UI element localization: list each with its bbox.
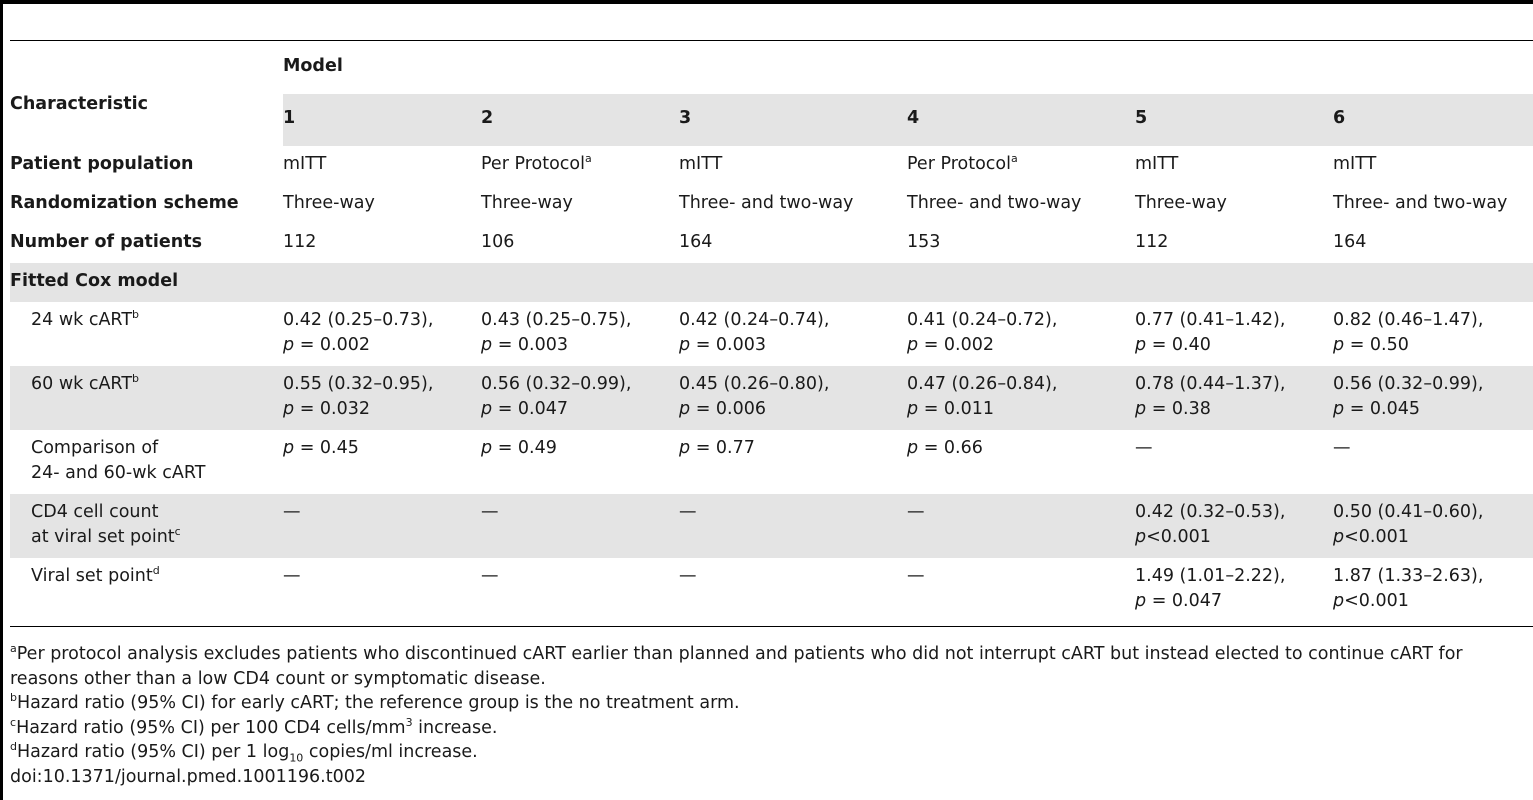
table-cell: 164 [1333,231,1367,252]
table-cell: 0.45 (0.26–0.80), p = 0.006 [679,373,830,419]
table-cell: 0.47 (0.26–0.84), p = 0.011 [907,373,1058,419]
table-cell: — [1333,437,1351,458]
table-cell: 112 [283,231,317,252]
table-cell: 0.42 (0.25–0.73), p = 0.002 [283,309,434,355]
table-cell: — [907,501,925,522]
row-label: 60 wk cARTb [31,371,139,394]
table-cell: 0.82 (0.46–1.47), p = 0.50 [1333,309,1484,355]
header-row-model: Characteristic Model [10,41,1533,114]
row-label: Viral set pointd [31,563,160,586]
table-cell: Three-way [481,192,573,213]
table-cell: — [1135,437,1153,458]
row-label: CD4 cell count at viral set pointc [31,501,181,547]
table-cell: Three-way [1135,192,1227,213]
table-row: Randomization scheme Three-way Three-way… [10,185,1533,224]
model-number: 5 [1135,107,1148,128]
table-cell: 0.50 (0.41–0.60), p<0.001 [1333,501,1484,547]
table-cell: 112 [1135,231,1169,252]
model-number: 1 [283,107,296,128]
table-cell: p = 0.66 [907,437,983,458]
left-border [0,0,3,800]
table-cell: 0.56 (0.32–0.99), p = 0.045 [1333,373,1484,419]
table-cell: p = 0.77 [679,437,755,458]
table-cell: Three- and two-way [1333,192,1508,213]
table-container: Characteristic Model 1 2 3 4 5 6 Patient… [10,0,1533,787]
table-cell: 0.41 (0.24–0.72), p = 0.002 [907,309,1058,355]
table-cell: 0.42 (0.24–0.74), p = 0.003 [679,309,830,355]
table-cell: p = 0.49 [481,437,557,458]
table-cell: — [481,501,499,522]
table-cell: Three-way [283,192,375,213]
table-cell: 0.43 (0.25–0.75), p = 0.003 [481,309,632,355]
footnotes: aPer protocol analysis excludes patients… [10,642,1533,789]
characteristic-header: Characteristic [10,93,148,114]
table-row: Patient population mITT Per Protocola mI… [10,146,1533,185]
table-cell: — [481,565,499,586]
section-label: Fitted Cox model [10,270,179,291]
model-number: 4 [907,107,920,128]
row-label: Patient population [10,153,194,174]
table-cell: 153 [907,231,941,252]
table-cell: — [283,565,301,586]
table-cell: — [679,565,697,586]
table-cell: p = 0.45 [283,437,359,458]
table-row: 60 wk cARTb 0.55 (0.32–0.95), p = 0.032 0… [10,365,1533,430]
table-cell: 164 [679,231,713,252]
table-cell: 0.55 (0.32–0.95), p = 0.032 [283,373,434,419]
table-cell: 1.87 (1.33–2.63), p<0.001 [1333,565,1484,611]
table-cell: mITT [283,153,327,174]
model-number: 3 [679,107,692,128]
table-cell: mITT [1135,153,1179,174]
footnote-c: cHazard ratio (95% CI) per 100 CD4 cells… [10,715,498,738]
table-cell: Three- and two-way [907,192,1082,213]
table-cell: — [679,501,697,522]
table-row: CD4 cell count at viral set pointc — — — … [10,493,1533,558]
table-cell: Per Protocola [907,151,1018,174]
footnote-a: aPer protocol analysis excludes patients… [10,642,1463,689]
table-row: Number of patients 112 106 164 153 112 1… [10,224,1533,263]
table-row: Comparison of 24- and 60-wk cART p = 0.45… [10,430,1533,494]
table-cell: — [283,501,301,522]
table-cell: Per Protocola [481,151,592,174]
table-cell: 0.78 (0.44–1.37), p = 0.38 [1135,373,1286,419]
model-number: 6 [1333,107,1346,128]
row-label: Number of patients [10,231,202,252]
model-number: 2 [481,107,494,128]
table-cell: Three- and two-way [679,192,854,213]
results-table: Characteristic Model 1 2 3 4 5 6 Patient… [10,40,1533,627]
table-cell: — [907,565,925,586]
table-cell: 0.56 (0.32–0.99), p = 0.047 [481,373,632,419]
footnote-d: dHazard ratio (95% CI) per 1 log10 copie… [10,740,478,765]
doi-link[interactable]: doi:10.1371/journal.pmed.1001196.t002 [10,766,366,787]
model-header: Model [283,56,343,76]
top-border [0,0,1533,4]
row-label: Randomization scheme [10,192,239,213]
table-cell: 1.49 (1.01–2.22), p = 0.047 [1135,565,1286,611]
row-label: Comparison of 24- and 60-wk cART [31,437,206,483]
table-cell: 0.77 (0.41–1.42), p = 0.40 [1135,309,1286,355]
table-row: 24 wk cARTb 0.42 (0.25–0.73), p = 0.002 0… [10,302,1533,366]
table-row: Viral set pointd — — — — 1.49 (1.01–2.22… [10,558,1533,627]
row-label: 24 wk cARTb [31,307,139,330]
table-row-section: Fitted Cox model [10,262,1533,302]
table-cell: 0.42 (0.32–0.53), p<0.001 [1135,501,1286,547]
table-cell: 106 [481,231,515,252]
table-cell: mITT [679,153,723,174]
footnote-b: bHazard ratio (95% CI) for early cART; t… [10,691,740,713]
table-cell: mITT [1333,153,1377,174]
